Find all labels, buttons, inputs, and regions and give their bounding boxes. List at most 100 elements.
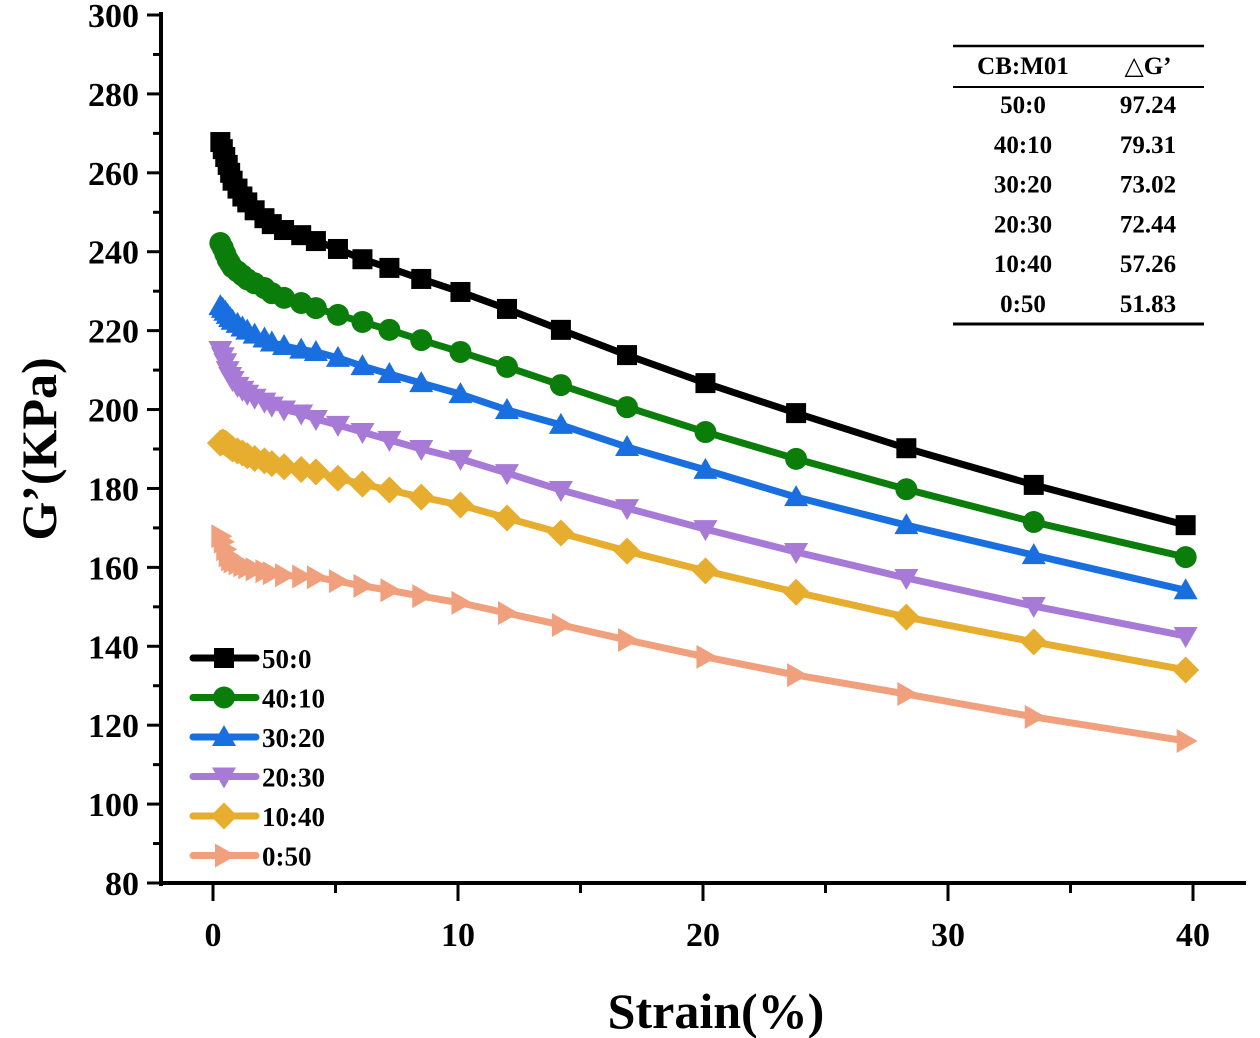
data-point	[324, 464, 352, 492]
data-point	[353, 573, 375, 598]
data-point	[782, 578, 810, 606]
data-point	[378, 318, 401, 341]
legend-item: 10:40	[189, 802, 325, 832]
data-point	[262, 561, 284, 586]
y-tick-label: 160	[88, 550, 139, 587]
x-axis-title: Strain(%)	[608, 983, 825, 1038]
legend: 50:0 40:10 30:20 20:30 10:40 0:50	[189, 644, 325, 872]
data-point	[1024, 704, 1046, 729]
data-point	[303, 339, 328, 361]
data-point	[694, 421, 717, 444]
legend-label: 20:30	[262, 763, 325, 793]
data-point	[289, 404, 314, 426]
table-header: △G’	[1125, 53, 1172, 80]
table-cell-delta: 79.31	[1120, 132, 1176, 159]
data-point	[1173, 627, 1198, 649]
data-point	[325, 415, 350, 437]
data-point	[615, 435, 640, 457]
data-point	[407, 483, 435, 511]
data-point	[327, 238, 348, 259]
data-point	[303, 410, 328, 432]
legend-marker	[212, 725, 236, 746]
data-point	[892, 603, 920, 631]
x-tick-label: 20	[686, 917, 720, 954]
data-point	[448, 382, 473, 404]
table-cell-delta: 57.26	[1120, 251, 1176, 278]
data-point	[1174, 546, 1197, 569]
data-point	[693, 520, 718, 542]
series-30-20	[208, 294, 1198, 600]
data-point	[550, 319, 571, 340]
table-cell-delta: 72.44	[1120, 211, 1177, 238]
data-point	[409, 440, 434, 461]
data-point	[616, 396, 639, 419]
data-point	[450, 281, 471, 302]
data-point	[548, 412, 573, 434]
data-point	[273, 286, 296, 309]
data-point	[785, 447, 808, 470]
data-point	[1172, 656, 1200, 684]
data-point	[786, 403, 807, 424]
data-point	[1021, 597, 1046, 619]
data-point	[325, 345, 350, 367]
series-0-50	[211, 524, 1198, 753]
data-point	[1175, 515, 1196, 536]
data-point	[894, 513, 919, 535]
table-cell-delta: 97.24	[1120, 92, 1177, 119]
y-tick-label: 260	[88, 156, 139, 193]
legend-item: 0:50	[189, 842, 312, 872]
data-point	[379, 257, 400, 278]
data-point	[380, 578, 402, 603]
legend-marker	[215, 843, 236, 868]
data-point	[695, 373, 716, 394]
series-10-40	[206, 428, 1200, 684]
legend-marker	[210, 802, 238, 830]
x-tick-label: 0	[205, 917, 222, 954]
data-point	[377, 430, 402, 452]
y-tick-label: 80	[105, 866, 139, 903]
data-point	[548, 481, 573, 503]
table-row: 40:10 79.31	[994, 132, 1176, 159]
data-point	[304, 297, 327, 320]
y-tick-label: 100	[88, 787, 139, 824]
legend-item: 30:20	[189, 723, 325, 753]
data-point	[352, 249, 373, 270]
data-point	[446, 491, 474, 519]
data-point	[292, 564, 314, 589]
inset-table: CB:M01 △G’ 50:0 97.24 40:10 79.31 30:20 73.02 20…	[953, 44, 1204, 326]
data-point	[784, 542, 809, 564]
data-point	[1022, 510, 1045, 533]
y-tick-label: 240	[88, 235, 139, 272]
legend-item: 40:10	[189, 684, 325, 714]
table-row: 10:40 57.26	[994, 251, 1176, 278]
data-point	[617, 345, 638, 366]
data-point	[451, 590, 473, 615]
series-40-10	[209, 232, 1197, 569]
x-tick-label: 40	[1176, 917, 1210, 954]
data-point	[409, 371, 434, 393]
legend-label: 0:50	[262, 842, 312, 872]
y-tick-label: 180	[88, 471, 139, 508]
data-point	[895, 478, 918, 501]
legend-label: 10:40	[262, 802, 325, 832]
series-line	[216, 302, 1190, 594]
y-tick-label: 200	[88, 393, 139, 430]
table-cell-ratio: 50:0	[1000, 92, 1046, 119]
series-layer	[206, 132, 1200, 753]
data-point	[350, 354, 375, 376]
data-point	[493, 504, 521, 532]
legend-label: 50:0	[262, 644, 312, 674]
legend-marker	[214, 648, 234, 668]
data-point	[1173, 578, 1198, 600]
data-point	[302, 458, 330, 486]
data-point	[551, 612, 573, 637]
table-row: 20:30 72.44	[994, 211, 1177, 238]
table-cell-ratio: 10:40	[994, 251, 1052, 278]
y-tick-label: 280	[88, 77, 139, 114]
data-point	[497, 298, 517, 319]
data-point	[275, 563, 297, 588]
data-point	[897, 682, 919, 707]
data-point	[272, 334, 297, 356]
data-point	[496, 355, 518, 378]
